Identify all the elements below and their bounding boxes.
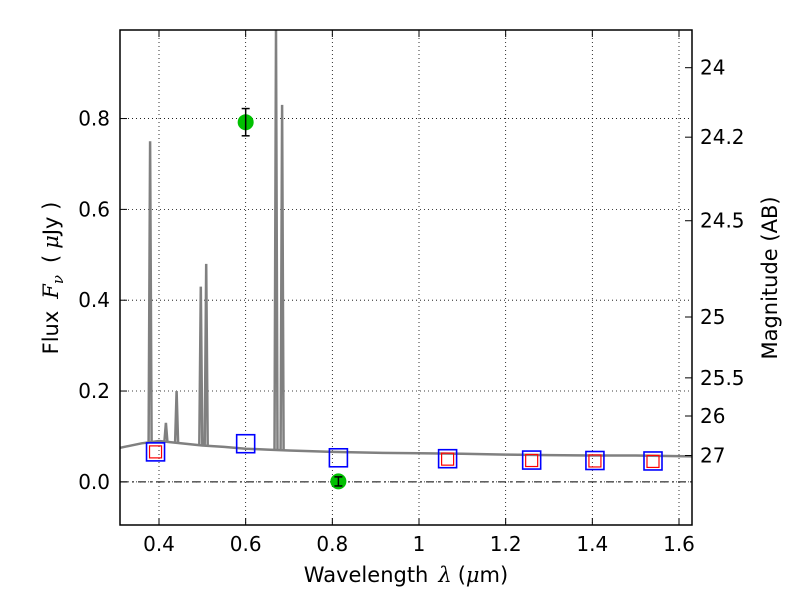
y-tick-label: 0.2 bbox=[78, 379, 110, 403]
model-photometry-point bbox=[585, 450, 605, 471]
x-label-unit-open: ( bbox=[458, 563, 466, 587]
y2-tick-label: 26 bbox=[700, 404, 725, 428]
y-tick-label: 0.8 bbox=[78, 107, 110, 131]
x-axis-label: Wavelength λ (μm) bbox=[304, 563, 508, 587]
y-label-unit-rest: Jy ) bbox=[39, 202, 63, 238]
x-label-unit-rest: m) bbox=[480, 563, 509, 587]
y2-axis-label: Magnitude (AB) bbox=[758, 196, 782, 359]
x-tick-label: 1.2 bbox=[490, 532, 522, 556]
synthetic-photometry-point bbox=[525, 453, 539, 468]
y2-tick-label: 25 bbox=[700, 305, 725, 329]
spectrum-emission-line bbox=[203, 263, 209, 446]
y-axis: 0.0 0.2 0.4 0.6 0.8 bbox=[78, 107, 127, 494]
spectrum-emission-line bbox=[279, 104, 285, 451]
model-photometry-point bbox=[521, 450, 542, 470]
model-photometry-point bbox=[235, 433, 256, 454]
y-label-subscript: ν bbox=[49, 275, 67, 284]
spectrum-emission-line bbox=[163, 422, 169, 442]
x-label-text: Wavelength bbox=[304, 563, 429, 587]
markers-layer bbox=[145, 107, 663, 490]
model-photometry-point bbox=[328, 447, 349, 468]
x-axis: 0.4 0.6 0.8 1 1.2 1.4 1.6 bbox=[143, 30, 695, 556]
x-tick-label: 1.6 bbox=[663, 532, 695, 556]
y-axis-label: Flux Fν ( μJy ) bbox=[39, 202, 67, 355]
y2-tick-label: 24.2 bbox=[700, 125, 745, 149]
spectrum-emission-line bbox=[198, 286, 204, 446]
spectrum-emission-line bbox=[173, 390, 180, 443]
y-label-text: Flux bbox=[39, 311, 63, 355]
spectrum-continuum bbox=[119, 439, 693, 458]
y2-tick-label: 24.5 bbox=[700, 209, 745, 233]
x-tick-label: 1 bbox=[413, 532, 426, 556]
model-photometry-point bbox=[643, 451, 663, 471]
x-label-symbol: λ bbox=[437, 563, 451, 587]
y-label-symbol: F bbox=[39, 283, 63, 300]
synthetic-photometry-point bbox=[588, 454, 602, 468]
plot-frame bbox=[119, 29, 693, 526]
y2-tick-label: 24 bbox=[700, 56, 725, 80]
model-photometry-point bbox=[437, 448, 458, 469]
y-label-unit-mu: μ bbox=[39, 235, 63, 249]
synthetic-photometry-point bbox=[148, 445, 163, 459]
y-label-unit-open: ( bbox=[39, 255, 63, 263]
y-tick-label: 0.0 bbox=[78, 470, 110, 494]
y2-tick-label: 25.5 bbox=[700, 366, 745, 390]
x-label-unit-mu: μ bbox=[466, 563, 480, 587]
x-tick-label: 0.6 bbox=[230, 532, 262, 556]
y2-tick-label: 27 bbox=[700, 444, 725, 468]
x-tick-label: 1.4 bbox=[576, 532, 608, 556]
synthetic-photometry-point bbox=[646, 454, 660, 469]
y2-axis: 24 24.2 24.5 25 25.5 26 27 bbox=[685, 56, 745, 468]
model-photometry-point bbox=[145, 442, 166, 462]
plot-background bbox=[120, 30, 692, 525]
x-tick-label: 0.8 bbox=[316, 532, 348, 556]
spectrum-emission-line bbox=[147, 141, 153, 443]
x-tick-label: 0.4 bbox=[143, 532, 175, 556]
y-tick-label: 0.6 bbox=[78, 197, 110, 221]
y-tick-label: 0.4 bbox=[78, 288, 110, 312]
synthetic-photometry-point bbox=[441, 452, 455, 466]
